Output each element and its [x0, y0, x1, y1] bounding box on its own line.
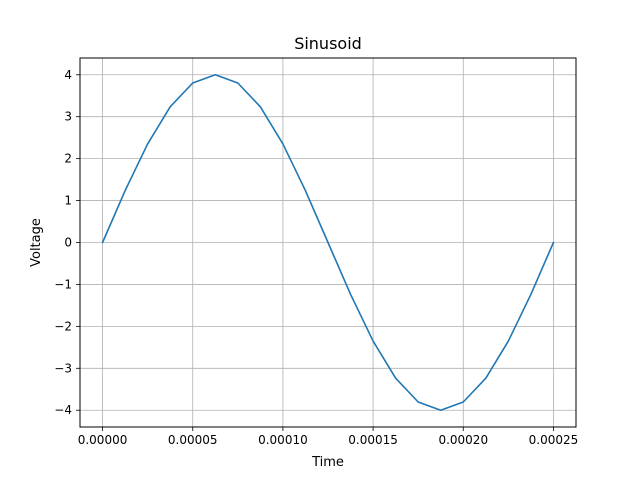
ticks: 0.00000 0.00005 0.00010 0.00015 0.00020 0.000… [54, 68, 578, 447]
y-tick-label: 0 [64, 236, 72, 250]
x-tick-label: 0.00010 [258, 433, 308, 447]
x-tick-label: 0.00025 [529, 433, 579, 447]
x-tick-label: 0.00000 [78, 433, 128, 447]
x-tick-label: 0.00015 [348, 433, 398, 447]
y-tick-label: 2 [64, 152, 72, 166]
y-tick-label: 1 [64, 194, 72, 208]
y-tick-label: −3 [54, 361, 72, 375]
y-tick-label: −1 [54, 277, 72, 291]
series-layer [101, 73, 555, 412]
y-tick-label: −4 [54, 403, 72, 417]
x-axis-label: Time [311, 455, 344, 470]
y-tick-label: 4 [64, 68, 72, 82]
x-tick-label: 0.00020 [438, 433, 488, 447]
y-axis-label: Voltage [29, 218, 44, 267]
chart-title: Sinusoid [294, 34, 362, 53]
series-line [101, 73, 555, 412]
y-tick-label: 3 [64, 110, 72, 124]
y-tick-label: −2 [54, 319, 72, 333]
x-tick-label: 0.00005 [168, 433, 218, 447]
